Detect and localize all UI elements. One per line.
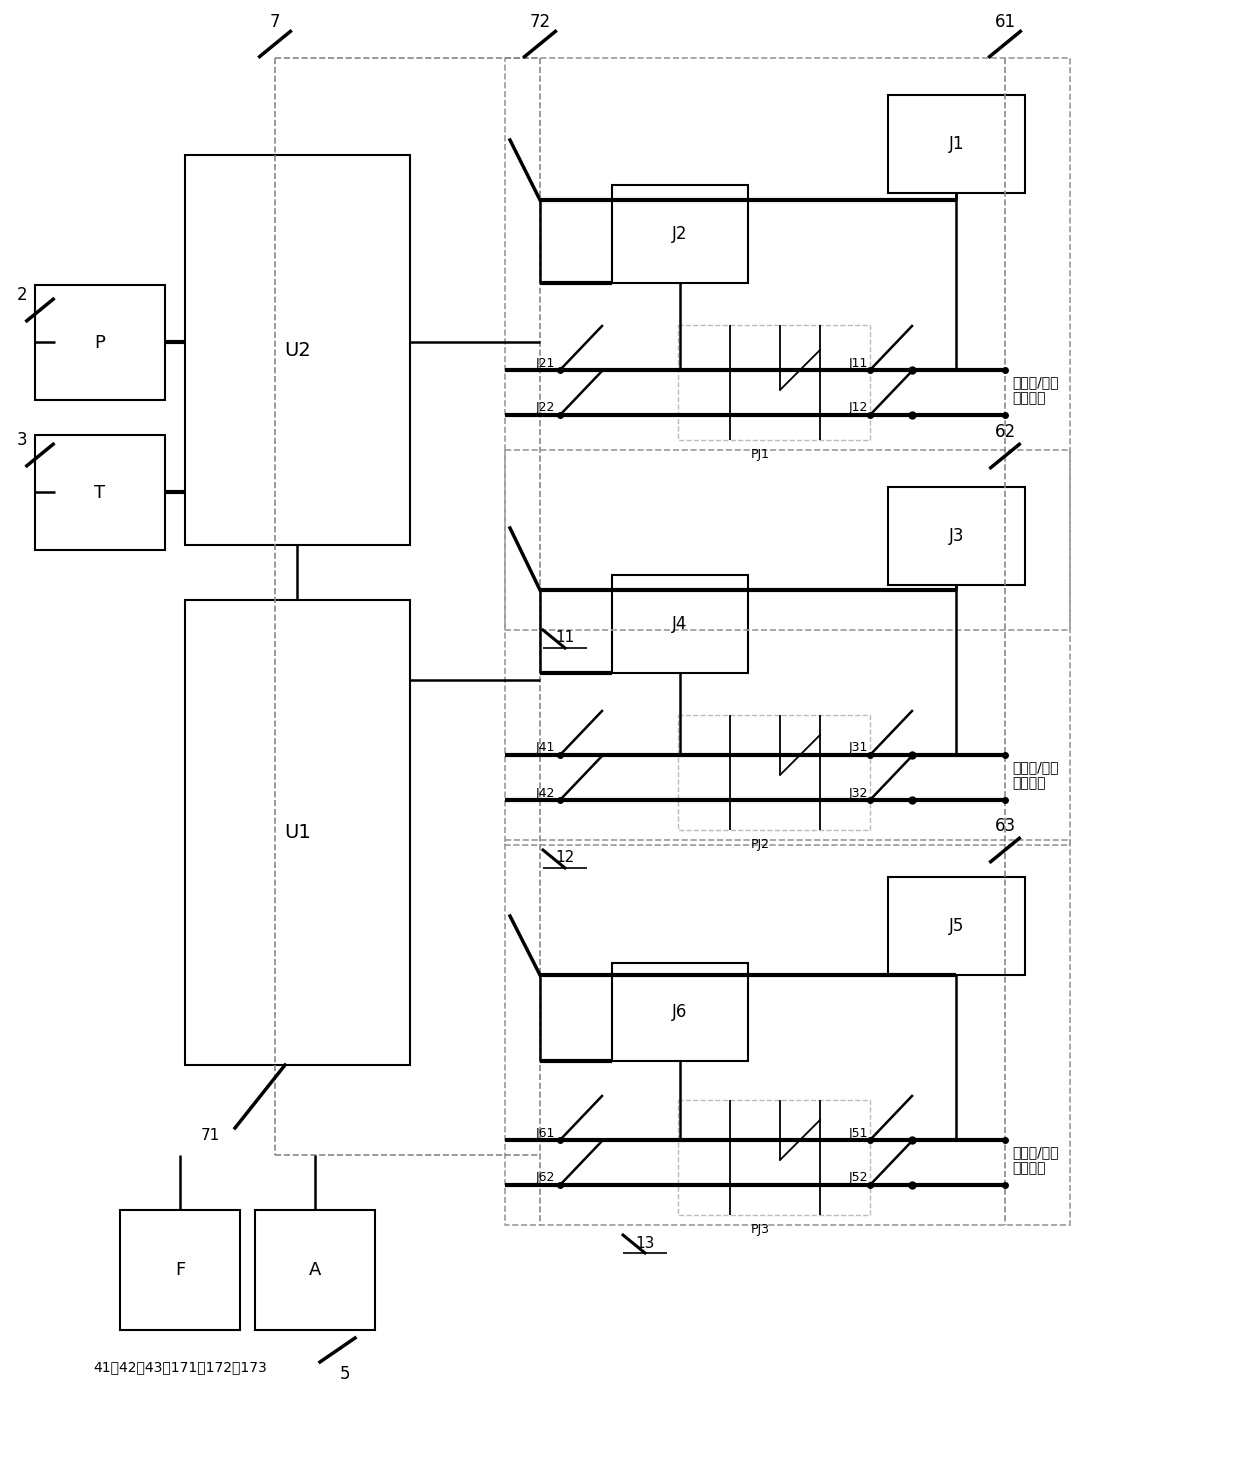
Bar (120, 1210, 241, 1330)
Text: 接报警/闭锁
控制回路: 接报警/闭锁 控制回路 (1012, 375, 1059, 405)
Text: PJ1: PJ1 (750, 449, 770, 462)
Text: J62: J62 (536, 1172, 556, 1185)
Text: U1: U1 (284, 823, 311, 842)
Text: 61: 61 (994, 13, 1016, 31)
Text: 12: 12 (556, 850, 574, 865)
Text: A: A (309, 1261, 321, 1278)
Text: 接报警/闭锁
控制回路: 接报警/闭锁 控制回路 (1012, 760, 1059, 790)
Text: J12: J12 (848, 402, 868, 415)
Text: J51: J51 (848, 1126, 868, 1140)
Bar (888, 95, 1025, 193)
Text: 接报警/闭锁
控制回路: 接报警/闭锁 控制回路 (1012, 1145, 1059, 1175)
Text: 11: 11 (556, 631, 574, 646)
Bar (888, 487, 1025, 584)
Text: U2: U2 (284, 340, 311, 359)
Text: J22: J22 (536, 402, 556, 415)
Text: 3: 3 (16, 431, 27, 449)
Text: 72: 72 (529, 13, 551, 31)
Text: J41: J41 (536, 742, 556, 754)
Text: 41、42、43、171、172、173: 41、42、43、171、172、173 (93, 1360, 267, 1373)
Bar (35, 285, 165, 400)
Text: J2: J2 (672, 225, 688, 243)
Text: 63: 63 (994, 817, 1016, 836)
Text: J31: J31 (848, 742, 868, 754)
Text: J1: J1 (949, 134, 965, 153)
Text: J6: J6 (672, 1004, 688, 1021)
Text: P: P (94, 333, 105, 352)
Bar (613, 576, 748, 674)
Text: 7: 7 (270, 13, 280, 31)
Text: T: T (94, 484, 105, 501)
Text: PJ2: PJ2 (750, 839, 770, 850)
Text: J3: J3 (949, 527, 965, 545)
Text: J5: J5 (949, 918, 965, 935)
Text: 71: 71 (201, 1128, 219, 1143)
Text: 2: 2 (16, 286, 27, 304)
Text: F: F (175, 1261, 185, 1278)
Text: J52: J52 (848, 1172, 868, 1185)
Text: 5: 5 (340, 1365, 350, 1384)
Text: PJ3: PJ3 (750, 1223, 770, 1236)
Text: 13: 13 (635, 1236, 655, 1251)
Bar (185, 600, 410, 1065)
Bar (613, 963, 748, 1061)
Text: J42: J42 (536, 786, 556, 799)
Bar (888, 877, 1025, 974)
Text: 62: 62 (994, 424, 1016, 441)
Text: J11: J11 (848, 356, 868, 370)
Bar (613, 186, 748, 283)
Text: J4: J4 (672, 615, 688, 633)
Text: J21: J21 (536, 356, 556, 370)
Text: J61: J61 (536, 1126, 556, 1140)
Bar (35, 435, 165, 549)
Bar (255, 1210, 374, 1330)
Text: J32: J32 (848, 786, 868, 799)
Bar (185, 155, 410, 545)
